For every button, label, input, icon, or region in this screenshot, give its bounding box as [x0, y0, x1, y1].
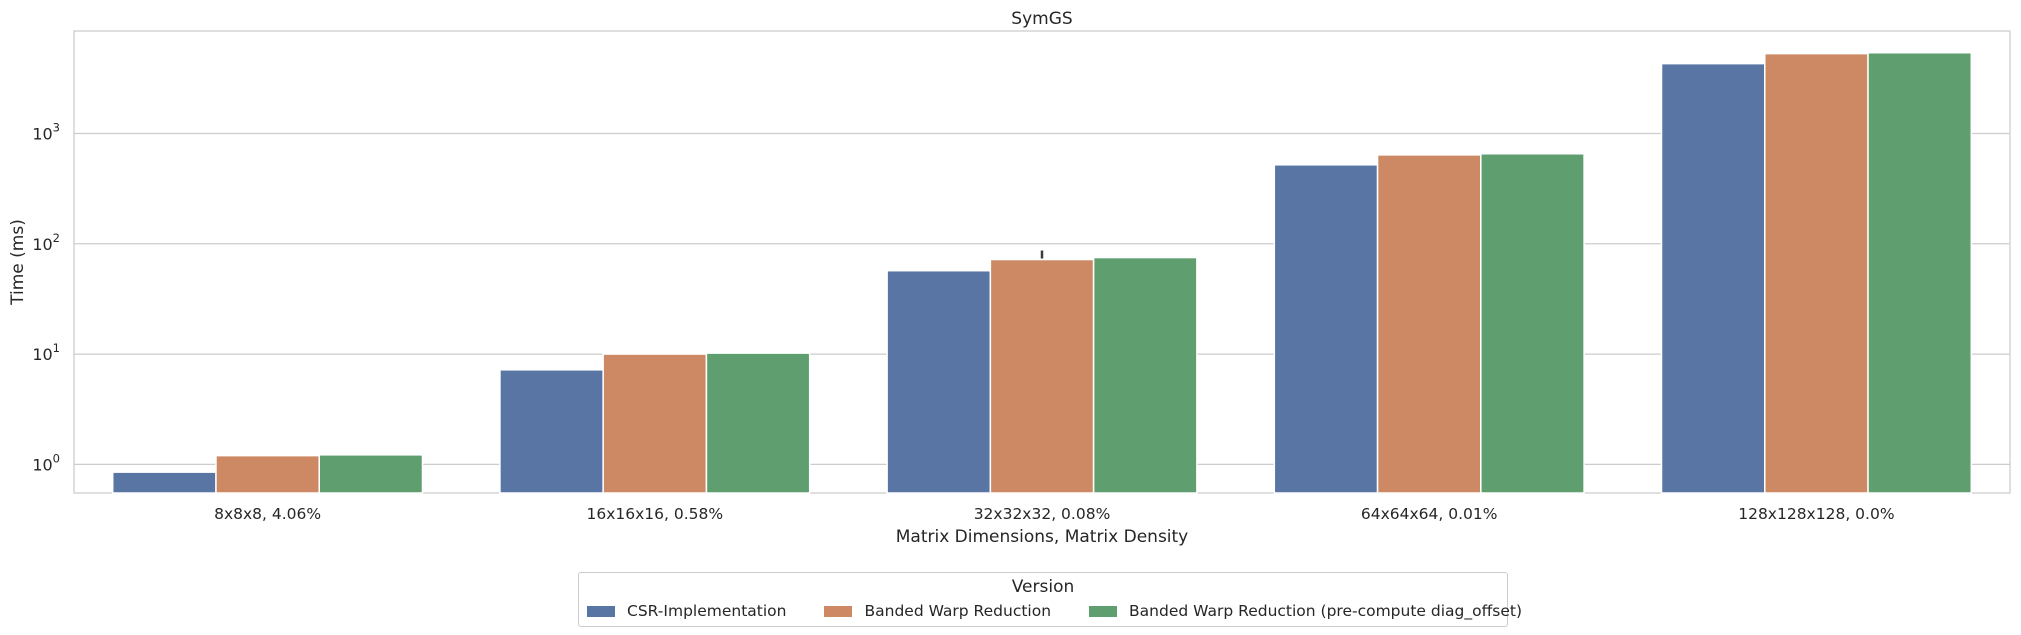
- x-tick-label: 16x16x16, 0.58%: [586, 505, 723, 523]
- legend-swatch-csr: [587, 605, 615, 617]
- bar: [318, 454, 424, 494]
- bar: [1092, 256, 1198, 494]
- x-tick-label: 32x32x32, 0.08%: [974, 505, 1111, 523]
- bar: [1660, 62, 1766, 494]
- legend-label: CSR-Implementation: [627, 602, 787, 620]
- x-tick-label: 64x64x64, 0.01%: [1361, 505, 1498, 523]
- bar: [989, 258, 1095, 494]
- x-axis-label: Matrix Dimensions, Matrix Density: [896, 527, 1189, 547]
- bar: [705, 352, 811, 494]
- x-tick-label: 128x128x128, 0.0%: [1738, 505, 1894, 523]
- y-tick-label: 101: [32, 341, 60, 364]
- legend-items: CSR-Implementation Banded Warp Reduction…: [587, 602, 1522, 620]
- bar: [602, 353, 708, 494]
- bar: [215, 454, 320, 494]
- legend-title: Version: [1011, 577, 1075, 597]
- chart-title: SymGS: [1011, 9, 1072, 29]
- legend-label: Banded Warp Reduction: [864, 602, 1052, 620]
- x-tick-label: 8x8x8, 4.06%: [214, 505, 321, 523]
- x-axis-ticks: 8x8x8, 4.06% 16x16x16, 0.58% 32x32x32, 0.0…: [214, 505, 1894, 523]
- legend-label: Banded Warp Reduction (pre-compute diag_…: [1129, 602, 1523, 620]
- bar: [1867, 51, 1973, 494]
- y-tick-label: 102: [32, 231, 60, 254]
- bar: [1273, 164, 1379, 494]
- bars-group: [111, 51, 1973, 494]
- y-axis-label: Time (ms): [8, 219, 28, 306]
- bar: [499, 369, 604, 494]
- legend-swatch-banded-precompute: [1089, 605, 1118, 617]
- legend-item-banded: Banded Warp Reduction: [824, 602, 1051, 620]
- bar: [111, 471, 217, 494]
- bar: [886, 269, 992, 494]
- legend-swatch-banded: [824, 605, 853, 617]
- bar: [1376, 154, 1482, 494]
- y-tick-label: 103: [32, 121, 60, 144]
- bar: [1480, 153, 1585, 494]
- y-tick-label: 100: [32, 451, 60, 474]
- legend-item-banded-precompute: Banded Warp Reduction (pre-compute diag_…: [1089, 602, 1522, 620]
- y-axis-ticks: 100 101 102 103: [32, 121, 60, 475]
- legend-item-csr: CSR-Implementation: [587, 602, 786, 620]
- bar: [1764, 52, 1869, 494]
- legend: Version CSR-Implementation Banded Warp R…: [578, 572, 1522, 627]
